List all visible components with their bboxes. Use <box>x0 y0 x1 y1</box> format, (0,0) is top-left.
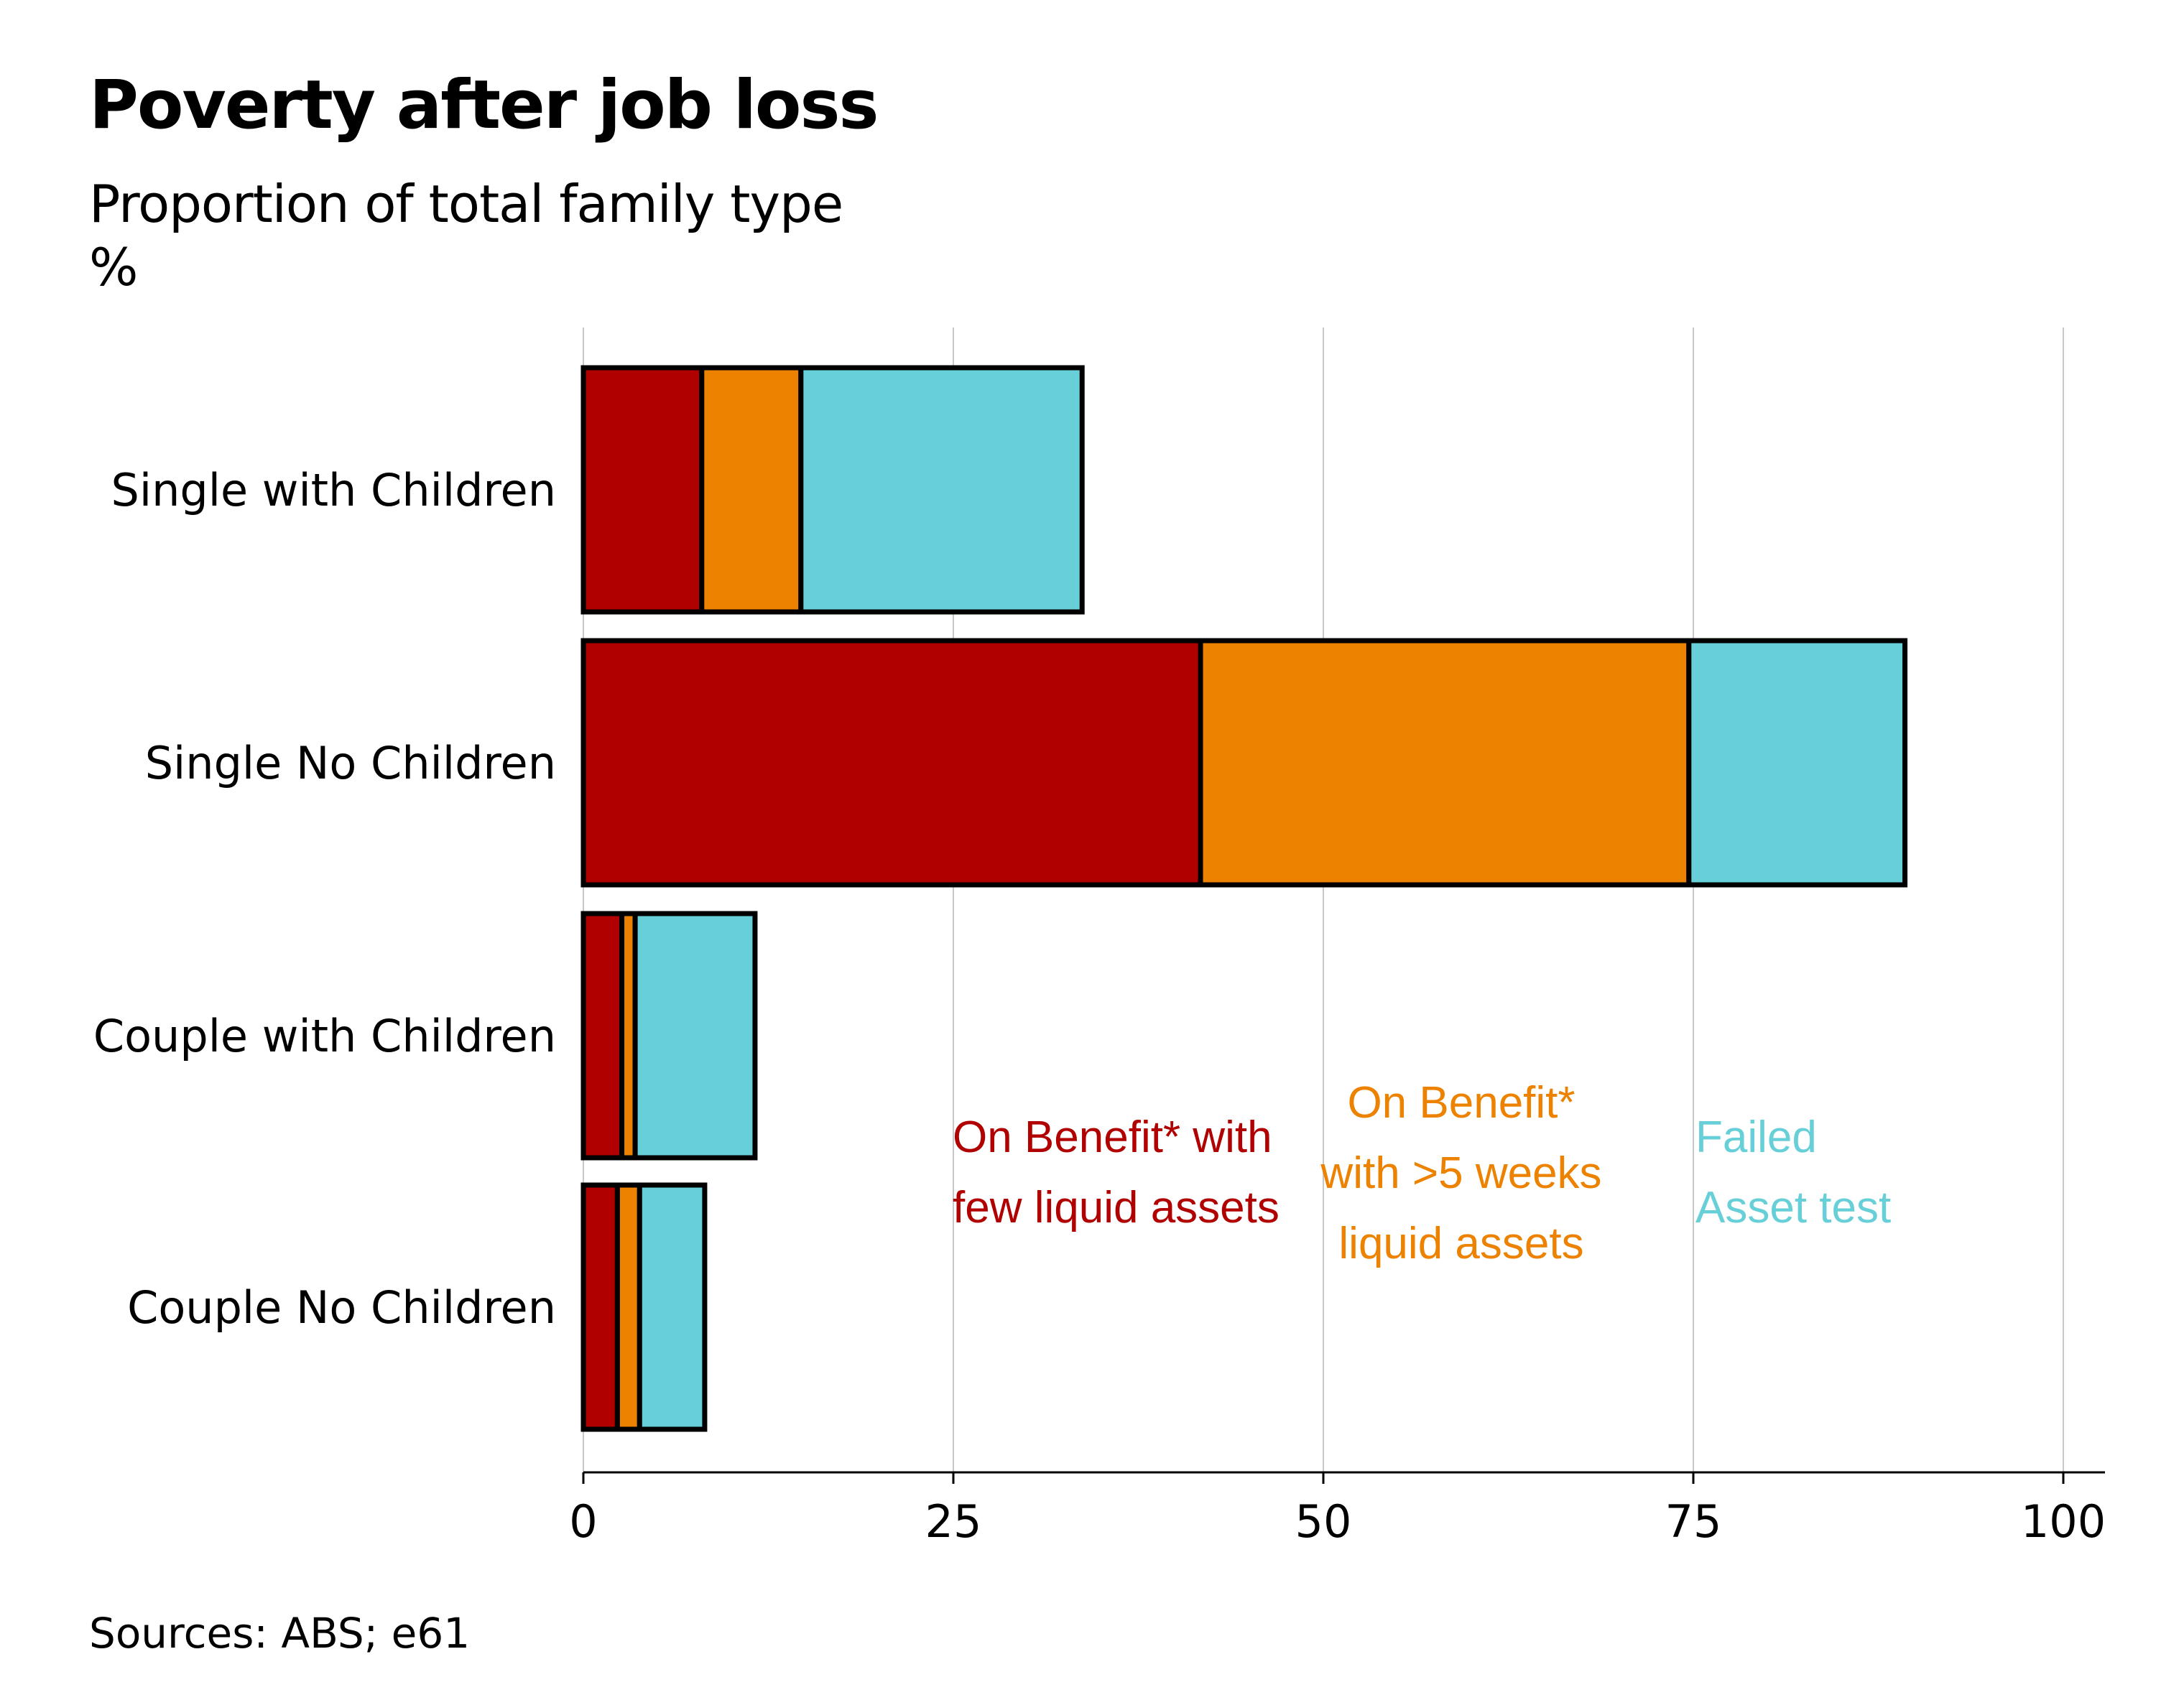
chart-subtitle: Proportion of total family type <box>89 174 843 234</box>
chart-title: Poverty after job loss <box>89 66 879 144</box>
series-label-failed_asset-0: Failed <box>1695 1113 1817 1162</box>
x-tick-label-1: 25 <box>925 1495 982 1548</box>
x-tick-label-4: 100 <box>2021 1495 2106 1548</box>
bar-2-failed_asset <box>632 911 758 1161</box>
series-label-over_5_weeks-2: liquid assets <box>1338 1219 1583 1268</box>
series-label-few_liquid-0: On Benefit* with <box>953 1113 1272 1162</box>
bar-1-failed_asset <box>1686 638 1908 888</box>
series-label-over_5_weeks-1: with >5 weeks <box>1320 1148 1601 1198</box>
bar-0-failed_asset <box>798 365 1085 615</box>
category-label-1: Single No Children <box>145 737 556 789</box>
bar-1-over_5_weeks <box>1198 638 1692 888</box>
bar-3-over_5_weeks <box>614 1182 642 1432</box>
source-note: Sources: ABS; e61 <box>89 1609 471 1658</box>
series-label-over_5_weeks-0: On Benefit* <box>1347 1078 1575 1128</box>
series-label-failed_asset-1: Asset test <box>1695 1183 1891 1232</box>
x-tick-label-0: 0 <box>569 1495 597 1548</box>
bar-0-over_5_weeks <box>699 365 804 615</box>
x-tick-label-2: 50 <box>1295 1495 1352 1548</box>
category-label-0: Single with Children <box>111 464 556 516</box>
x-tick-label-3: 75 <box>1665 1495 1722 1548</box>
bar-2-few_liquid <box>580 911 625 1161</box>
bar-1-few_liquid <box>580 638 1203 888</box>
category-label-2: Couple with Children <box>93 1010 556 1062</box>
category-label-3: Couple No Children <box>127 1281 556 1334</box>
unit-label: % <box>89 237 139 297</box>
bar-3-failed_asset <box>637 1182 708 1432</box>
bar-3-few_liquid <box>580 1182 620 1432</box>
bar-0-few_liquid <box>580 365 705 615</box>
series-label-few_liquid-1: few liquid assets <box>953 1183 1280 1232</box>
